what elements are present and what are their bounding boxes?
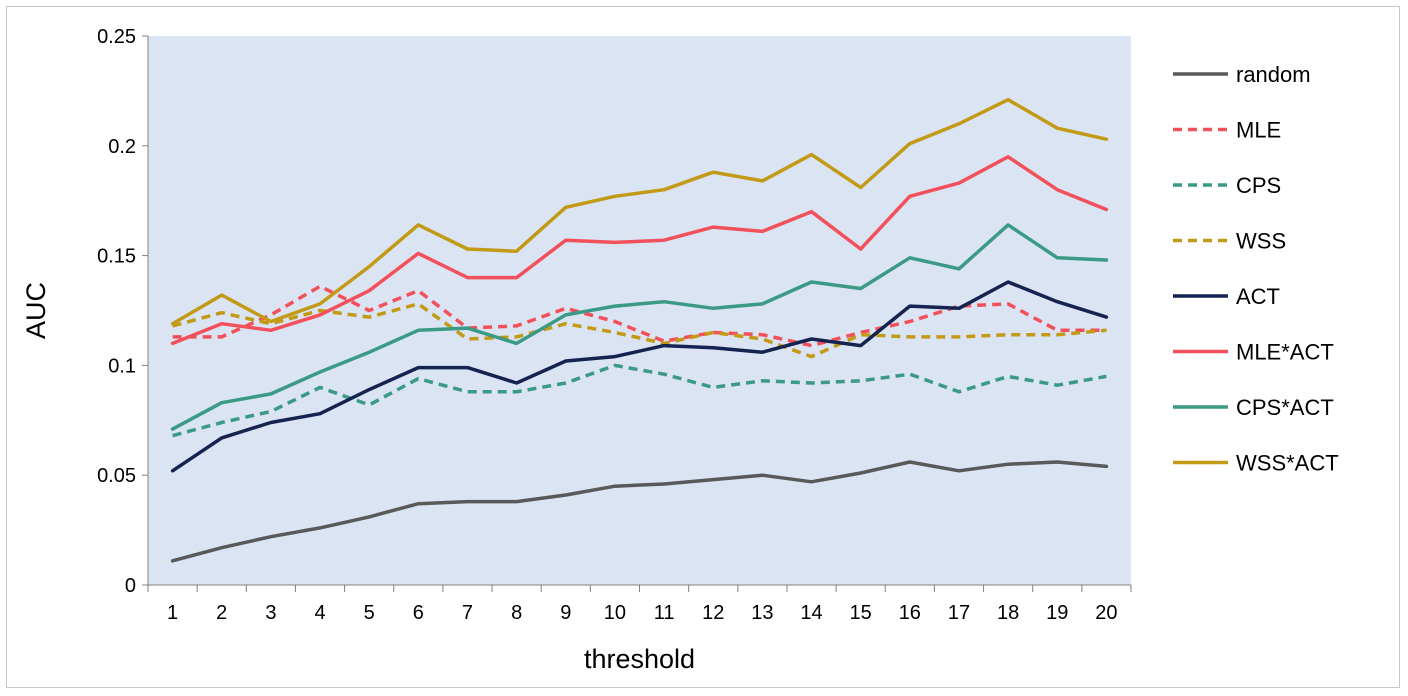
legend-label: ACT: [1236, 284, 1280, 309]
series-line-random: [170, 460, 1109, 563]
x-tick-label: 4: [314, 602, 325, 624]
x-tick-label: 10: [604, 602, 626, 624]
series-line-cps-x-act: [170, 223, 1109, 431]
legend-label: CPS: [1236, 173, 1281, 198]
x-tick-label: 19: [1046, 602, 1068, 624]
x-tick-label: 8: [511, 602, 522, 624]
x-tick-label: 3: [265, 602, 276, 624]
x-tick-label: 9: [560, 602, 571, 624]
y-tick-label: 0.2: [108, 136, 136, 158]
series-line-wss-x-act: [170, 97, 1109, 326]
x-tick-label: 18: [997, 602, 1019, 624]
x-tick-label: 1: [167, 602, 178, 624]
x-tick-label: 6: [413, 602, 424, 624]
chart-frame: 0 0.05 0.1 0.15 0.2 0.25 1 2 3 4 5 6 7 8 9 10 11 12 13 14 15…: [6, 6, 1400, 688]
x-tick-label: 11: [654, 602, 675, 624]
x-tick-label: 12: [702, 602, 724, 624]
legend-label: WSS*ACT: [1236, 451, 1339, 476]
x-tick-label: 2: [216, 602, 227, 624]
x-tick-label: 20: [1095, 602, 1117, 624]
series-line-wss: [172, 302, 1107, 359]
x-axis-title: threshold: [584, 644, 695, 674]
legend-label: random: [1236, 62, 1311, 87]
x-tick-label: 16: [899, 602, 921, 624]
y-tick-label: 0.05: [97, 465, 136, 487]
legend-label: CPS*ACT: [1236, 395, 1334, 420]
y-tick-label: 0.25: [97, 26, 136, 48]
x-tick-label: 15: [850, 602, 872, 624]
y-tick-label: 0.1: [108, 355, 136, 377]
x-tick-label: 17: [948, 602, 970, 624]
x-tick-label: 7: [462, 602, 473, 624]
legend-label: WSS: [1236, 229, 1286, 254]
x-tick-label: 13: [751, 602, 773, 624]
series-line-mle-x-act: [170, 155, 1109, 346]
y-tick-label: 0: [125, 575, 136, 597]
x-tick-label: 5: [364, 602, 375, 624]
legend-label: MLE*ACT: [1236, 340, 1334, 365]
series-line-act: [170, 280, 1109, 473]
y-axis-title: AUC: [21, 282, 51, 339]
y-tick-label: 0.15: [97, 246, 136, 268]
x-tick-label: 14: [800, 602, 822, 624]
line-chart: 00.050.10.150.20.251 2 3 4 5 6 7 8 9 10 11 12 13 14 15…: [21, 26, 1339, 674]
legend-label: MLE: [1236, 118, 1281, 143]
plot-area: [148, 36, 1131, 585]
